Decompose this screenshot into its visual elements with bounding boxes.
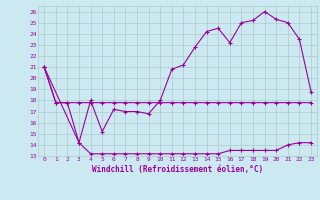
X-axis label: Windchill (Refroidissement éolien,°C): Windchill (Refroidissement éolien,°C) [92,165,263,174]
